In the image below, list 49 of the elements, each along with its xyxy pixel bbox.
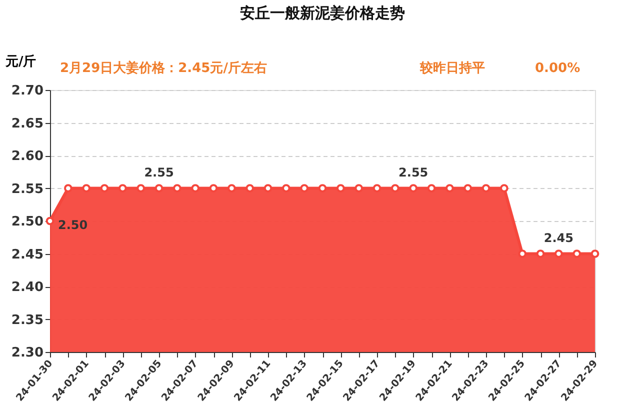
point — [228, 184, 236, 192]
point — [336, 184, 345, 192]
y-tick-label: 2.65 — [11, 116, 44, 132]
y-tick-label: 2.30 — [11, 346, 44, 360]
point — [100, 184, 109, 192]
text: 2月29日大姜价格：2.45元/斤左右 — [60, 60, 267, 76]
point — [264, 184, 272, 192]
point — [409, 184, 418, 192]
point — [482, 184, 490, 192]
chart-title: 安丘一般新泥姜价格走势 — [240, 4, 405, 22]
point — [118, 184, 127, 192]
point — [300, 184, 308, 192]
y-tick-label: 2.45 — [11, 247, 44, 262]
point — [136, 184, 145, 192]
text: 0.00% — [535, 61, 580, 76]
point — [282, 184, 290, 192]
point — [246, 184, 254, 192]
point — [372, 184, 382, 192]
point — [446, 184, 454, 192]
y-tick-label: 2.55 — [11, 182, 44, 197]
point — [572, 250, 581, 258]
annotation: 2.55 — [398, 165, 428, 180]
point — [500, 184, 508, 192]
point — [590, 250, 600, 258]
point — [464, 184, 472, 192]
y-tick-label: 2.40 — [11, 280, 44, 295]
point — [518, 250, 526, 258]
y-axis-title: 元/斤 — [4, 54, 36, 70]
point — [391, 184, 400, 192]
point — [554, 250, 563, 258]
point — [318, 184, 327, 192]
point — [173, 184, 182, 192]
text: 较昨日持平 — [419, 60, 485, 76]
y-tick-label: 2.35 — [11, 312, 44, 328]
point — [46, 216, 54, 226]
point — [64, 184, 72, 192]
y-tick-label: 2.70 — [11, 84, 44, 98]
point — [427, 184, 436, 192]
point — [536, 250, 545, 258]
annotation: 2.45 — [544, 230, 574, 245]
point — [82, 184, 90, 192]
annotation: 2.55 — [144, 165, 174, 180]
point — [154, 184, 164, 192]
y-tick-label: 2.50 — [11, 214, 44, 230]
annotation: 2.50 — [58, 218, 88, 232]
point — [354, 184, 363, 192]
y-tick-label: 2.60 — [11, 149, 44, 164]
point — [209, 184, 218, 192]
point — [191, 184, 200, 192]
